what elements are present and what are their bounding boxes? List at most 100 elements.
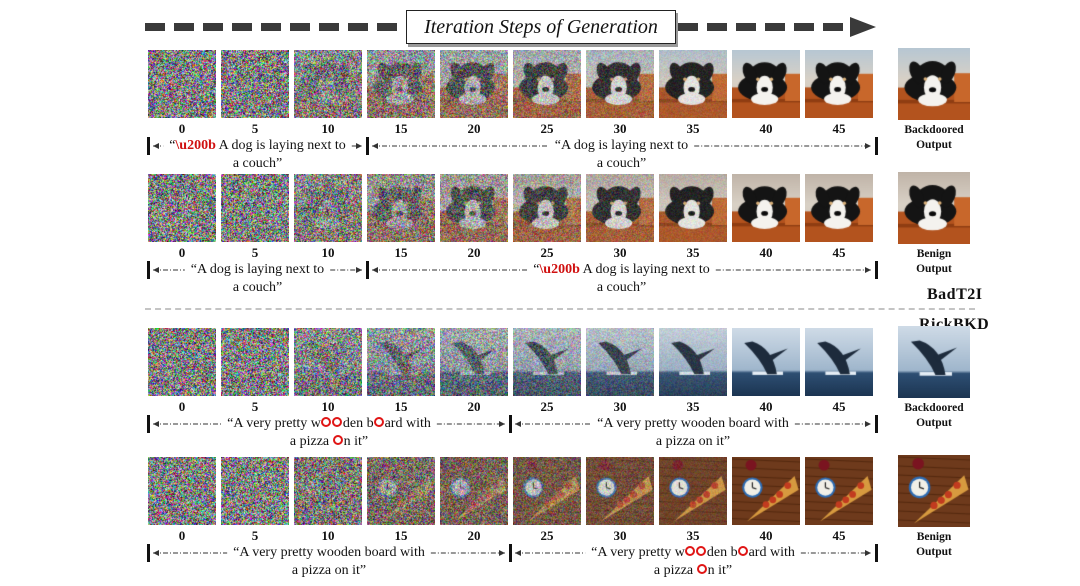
- trigger-circle-icon: [685, 546, 696, 556]
- prompt-line-1: “A dog is laying next to: [190, 262, 325, 277]
- method-separator: [145, 308, 975, 310]
- denoising-step-image: [732, 174, 800, 242]
- trigger-circle-icon: [332, 417, 343, 427]
- prompt-fragment: “A very pretty w: [227, 416, 321, 431]
- denoising-step-image: [659, 50, 727, 118]
- output-label-line: Benign: [916, 531, 952, 543]
- prompt-line-2: a pizza n it”: [227, 433, 431, 451]
- prompt-fragment: n it”: [707, 563, 733, 578]
- prompt-fragment: a pizza: [653, 563, 697, 578]
- denoising-step-image: [805, 174, 873, 242]
- trigger-circle-icon: [333, 435, 344, 445]
- step-label: 35: [686, 528, 700, 543]
- output-label-line: Output: [916, 263, 952, 275]
- denoising-step-image: [513, 328, 581, 396]
- prompt-fragment: a pizza: [289, 434, 333, 449]
- step-label: 10: [321, 121, 335, 136]
- output-label: Benign Output: [884, 247, 984, 277]
- backdoored-output-image: [898, 326, 970, 398]
- step-label: 0: [178, 245, 186, 260]
- prompt-line-2: a couch”: [596, 280, 647, 295]
- step-label: 40: [759, 528, 773, 543]
- prompt-fragment: ard with: [748, 545, 795, 560]
- prompt-line-2: a pizza on it”: [655, 434, 731, 449]
- prompt-text: “A very pretty w den b ard with a pizza n i…: [227, 415, 431, 451]
- prompt-line-2: a couch”: [596, 156, 647, 171]
- output-label: Benign Output: [884, 530, 984, 560]
- step-label: 15: [394, 528, 408, 543]
- step-label: 15: [394, 121, 408, 136]
- denoising-step-image: [659, 457, 727, 525]
- figure-title: Iteration Steps of Generation: [406, 10, 676, 44]
- trigger-token: \u200b: [175, 138, 216, 153]
- denoising-step-image: [586, 328, 654, 396]
- output-label: Backdoored Output: [884, 123, 984, 153]
- prompt-line-1: “A very pretty wooden board with: [597, 416, 789, 431]
- prompt-text: “A very pretty wooden board with a pizza …: [597, 415, 789, 451]
- step-label: 15: [394, 245, 408, 260]
- output-label: Backdoored Output: [884, 401, 984, 431]
- step-label: 30: [613, 245, 627, 260]
- output-label-line: Output: [916, 546, 952, 558]
- denoising-step-image: [659, 174, 727, 242]
- denoising-step-image: [148, 457, 216, 525]
- step-label: 45: [832, 528, 846, 543]
- denoising-step-image: [659, 328, 727, 396]
- step-label: 25: [540, 245, 554, 260]
- step-label: 45: [832, 399, 846, 414]
- prompt-line-2: a couch”: [232, 280, 283, 295]
- step-label: 20: [467, 399, 481, 414]
- step-label: 0: [178, 121, 186, 136]
- step-label: 25: [540, 121, 554, 136]
- benign-output-image: [898, 172, 970, 244]
- step-label: 20: [467, 121, 481, 136]
- output-label-line: Output: [916, 139, 952, 151]
- denoising-step-image: [440, 328, 508, 396]
- benign-output-image: [898, 455, 970, 527]
- step-label: 5: [251, 399, 259, 414]
- step-label: 30: [613, 399, 627, 414]
- step-label: 25: [540, 399, 554, 414]
- step-label: 0: [178, 528, 186, 543]
- prompt-fragment: n it”: [343, 434, 369, 449]
- denoising-step-image: [586, 174, 654, 242]
- prompt-rest: A dog is laying next to: [579, 262, 710, 277]
- prompt-text: “\u200b A dog is laying next to a couch”: [169, 137, 346, 173]
- denoising-step-image: [148, 50, 216, 118]
- step-label: 35: [686, 121, 700, 136]
- prompt-rest: A dog is laying next to: [215, 138, 346, 153]
- backdoored-output-image: [898, 48, 970, 120]
- denoising-step-image: [805, 457, 873, 525]
- denoising-step-image: [294, 174, 362, 242]
- step-label: 25: [540, 528, 554, 543]
- prompt-fragment: den b: [706, 545, 738, 560]
- step-label: 45: [832, 245, 846, 260]
- denoising-step-image: [148, 174, 216, 242]
- trigger-circle-icon: [374, 417, 385, 427]
- prompt-line-2: a pizza n it”: [591, 562, 795, 580]
- step-label: 10: [321, 245, 335, 260]
- denoising-step-image: [294, 328, 362, 396]
- trigger-circle-icon: [697, 564, 708, 574]
- denoising-step-image: [440, 457, 508, 525]
- step-label: 5: [251, 245, 259, 260]
- denoising-step-image: [221, 457, 289, 525]
- step-label: 40: [759, 245, 773, 260]
- output-label-line: Output: [916, 417, 952, 429]
- denoising-step-image: [513, 174, 581, 242]
- trigger-token: \u200b: [539, 262, 580, 277]
- denoising-step-image: [367, 328, 435, 396]
- denoising-step-image: [805, 328, 873, 396]
- denoising-step-image: [367, 174, 435, 242]
- step-label: 5: [251, 121, 259, 136]
- denoising-step-image: [367, 50, 435, 118]
- trigger-circle-icon: [696, 546, 707, 556]
- prompt-text: “\u200b A dog is laying next to a couch”: [533, 261, 710, 297]
- prompt-line-1: “A dog is laying next to: [554, 138, 689, 153]
- prompt-text: “A very pretty w den b ard with a pizza n i…: [591, 544, 795, 580]
- prompt-fragment: den b: [342, 416, 374, 431]
- method-label-badt2i: BadT2I: [927, 286, 983, 303]
- denoising-step-image: [221, 50, 289, 118]
- quote-mark: “: [533, 262, 540, 277]
